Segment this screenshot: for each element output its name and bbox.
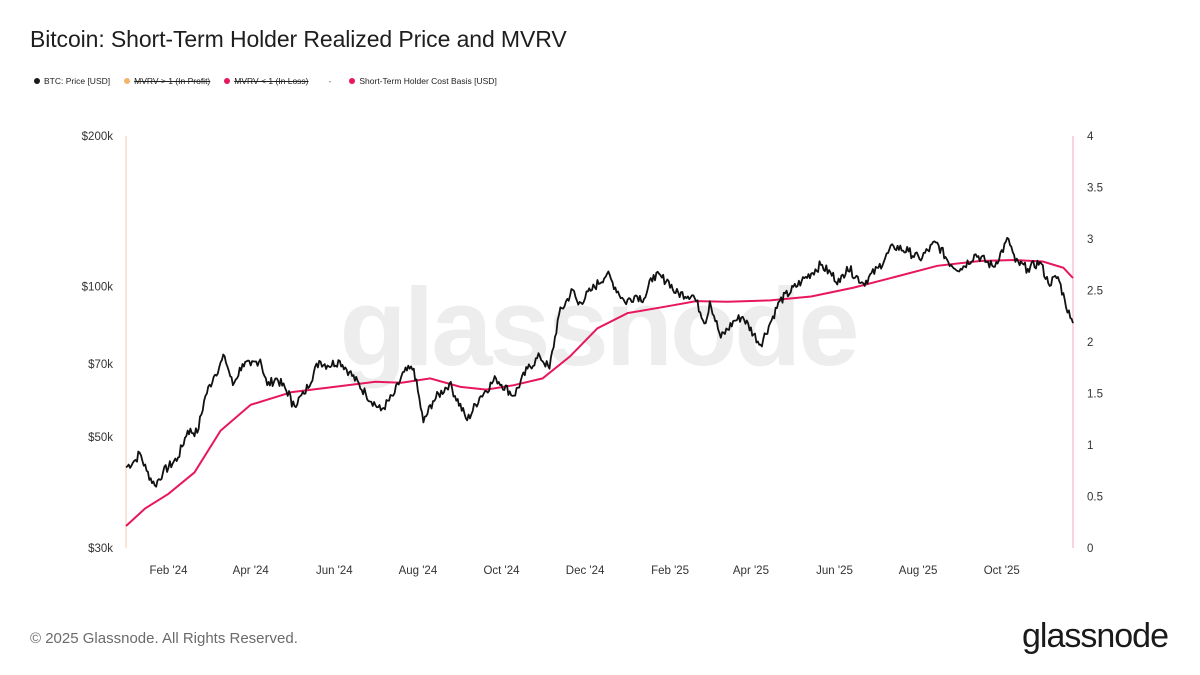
legend-item-mvrv-profit[interactable]: MVRV > 1 (In Profit) <box>124 76 210 86</box>
y-left-tick-label: $70k <box>88 359 113 371</box>
legend-swatch-icon <box>124 78 131 84</box>
x-tick-label: Oct '25 <box>984 565 1020 577</box>
y-left-tick-label: $50k <box>88 432 113 444</box>
x-tick-label: Dec '24 <box>566 565 605 577</box>
x-tick-label: Jun '25 <box>816 565 853 577</box>
legend-label: MVRV > 1 (In Profit) <box>134 76 211 86</box>
legend-item-btc-price[interactable]: BTC: Price [USD] <box>34 76 110 86</box>
legend-separator: - <box>328 76 332 86</box>
x-tick-label: Jun '24 <box>316 565 353 577</box>
legend-swatch-icon <box>224 78 231 84</box>
legend-label: BTC: Price [USD] <box>44 76 111 86</box>
y-left-tick-label: $200k <box>82 131 114 143</box>
y-left-tick-label: $30k <box>88 543 113 555</box>
y-right-tick-label: 3 <box>1087 234 1093 246</box>
x-tick-label: Apr '24 <box>233 565 270 577</box>
btc-price-line <box>125 236 1074 488</box>
y-right-tick-label: 1.5 <box>1087 389 1103 401</box>
y-right-tick-label: 1 <box>1087 440 1093 452</box>
y-right-tick-label: 2.5 <box>1087 286 1103 298</box>
legend-swatch-icon <box>349 78 356 84</box>
left-axis: $200k $100k $70k $50k $30k <box>82 131 114 555</box>
chart-title: Bitcoin: Short-Term Holder Realized Pric… <box>30 26 567 52</box>
x-tick-label: Apr '25 <box>733 565 769 577</box>
legend-item-sth-cost-basis[interactable]: Short-Term Holder Cost Basis [USD] <box>349 76 497 86</box>
y-right-tick-label: 0 <box>1087 543 1093 555</box>
y-right-tick-label: 3.5 <box>1087 183 1103 195</box>
right-axis: 4 3.5 3 2.5 2 1.5 1 0.5 0 <box>1087 131 1103 555</box>
x-tick-label: Aug '24 <box>399 565 438 577</box>
x-tick-label: Feb '25 <box>651 565 689 577</box>
legend: BTC: Price [USD] MVRV > 1 (In Profit) MV… <box>34 76 497 86</box>
legend-label: MVRV < 1 (In Loss) <box>234 76 309 86</box>
y-right-tick-label: 2 <box>1087 337 1093 349</box>
y-left-tick-label: $100k <box>82 282 114 294</box>
x-tick-label: Feb '24 <box>149 565 188 577</box>
legend-label: Short-Term Holder Cost Basis [USD] <box>359 76 497 86</box>
x-axis: Feb '24 Apr '24 Jun '24 Aug '24 Oct '24 Dec '… <box>149 565 1019 577</box>
y-right-tick-label: 4 <box>1087 131 1094 143</box>
y-right-tick-label: 0.5 <box>1087 492 1103 504</box>
legend-item-mvrv-loss[interactable]: MVRV < 1 (In Loss) <box>224 76 309 86</box>
copyright: © 2025 Glassnode. All Rights Reserved. <box>30 630 298 647</box>
x-tick-label: Aug '25 <box>899 565 938 577</box>
legend-swatch-icon <box>34 78 40 84</box>
chart-area[interactable]: glassnode $200k$100k$70k$50k$30k 43.532.… <box>0 0 1200 600</box>
glassnode-logo[interactable]: glassnode <box>1021 617 1169 655</box>
x-tick-label: Oct '24 <box>483 565 520 577</box>
sth-cost-basis-line <box>125 258 1074 527</box>
